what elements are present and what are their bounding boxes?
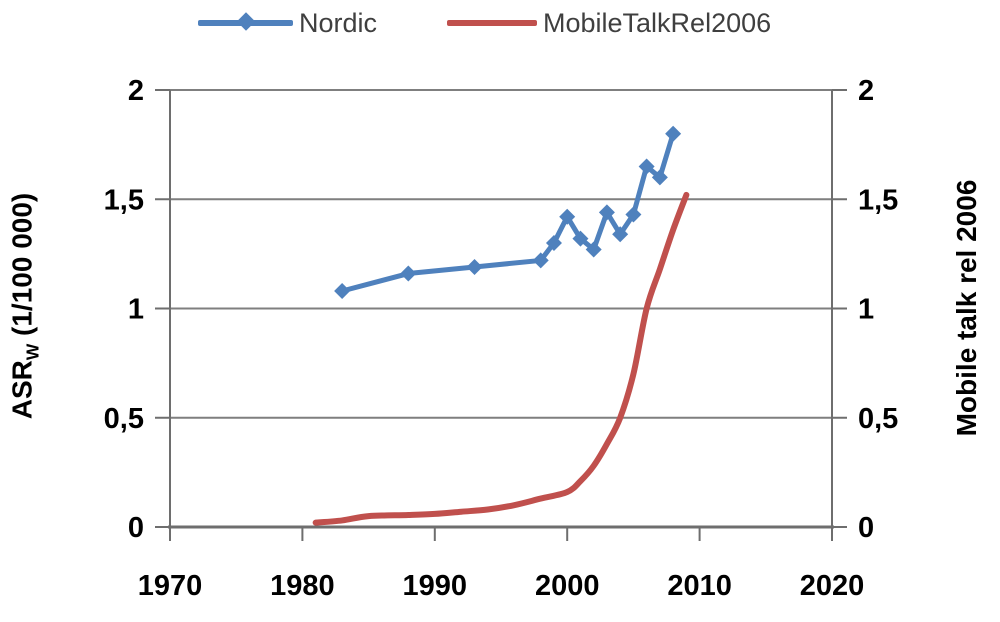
left-axis-tick-labels: 0 0,5 1 1,5 2: [104, 75, 144, 544]
data-point-diamond: [559, 208, 576, 225]
tick-label: 1: [128, 294, 144, 326]
tick-label: 2000: [535, 570, 600, 602]
tick-marks: [155, 89, 847, 541]
series-line: [312, 191, 690, 526]
tick-label: 0,5: [858, 403, 898, 435]
right-axis-title: Mobile talk rel 2006: [951, 179, 982, 437]
data-point-diamond: [638, 158, 655, 175]
nordic-line-diamond-icon: [198, 12, 293, 32]
data-point-diamond: [612, 226, 629, 243]
tick-label: 1,5: [858, 184, 898, 216]
mobiletalk-line-icon: [447, 14, 537, 32]
gridlines: [170, 89, 832, 419]
data-point-diamond: [400, 265, 417, 282]
tick-label: 2020: [800, 570, 865, 602]
data-point-diamond: [585, 241, 602, 258]
x-axis-tick-labels: 1970 1980 1990 2000 2010 2020: [138, 570, 865, 602]
series-nordic: [334, 125, 682, 300]
tick-label: 2: [858, 75, 874, 107]
tick-label: 0: [128, 512, 144, 544]
series-line: [339, 131, 676, 294]
legend-item-mobiletalkrel2006: MobileTalkRel2006: [447, 8, 771, 38]
tick-label: 1: [858, 294, 874, 326]
tick-label: 2010: [667, 570, 732, 602]
data-point-diamond: [665, 125, 682, 142]
data-point-diamond: [532, 252, 549, 269]
data-point-diamond: [334, 283, 351, 300]
tick-label: 2: [128, 75, 144, 107]
tick-label: 0,5: [104, 403, 144, 435]
right-axis-tick-labels: 0 0,5 1 1,5 2: [858, 75, 898, 544]
tick-label: 1980: [270, 570, 335, 602]
data-point-diamond: [545, 234, 562, 251]
legend-label-mobiletalkrel2006: MobileTalkRel2006: [543, 7, 772, 38]
tick-label: 0: [858, 512, 874, 544]
tick-label: 1970: [138, 570, 203, 602]
legend-label-nordic: Nordic: [299, 7, 378, 38]
legend-item-nordic: Nordic: [198, 8, 377, 38]
data-point-diamond: [625, 206, 642, 223]
data-point-diamond: [598, 204, 615, 221]
tick-label: 1,5: [104, 184, 144, 216]
left-axis-title: ASRW (1/100 000): [6, 192, 43, 420]
data-point-diamond: [572, 230, 589, 247]
data-point-diamond: [466, 258, 483, 275]
tick-label: 1990: [403, 570, 468, 602]
data-point-diamond: [651, 169, 668, 186]
series-mobiletalkrel2006: [312, 191, 690, 526]
